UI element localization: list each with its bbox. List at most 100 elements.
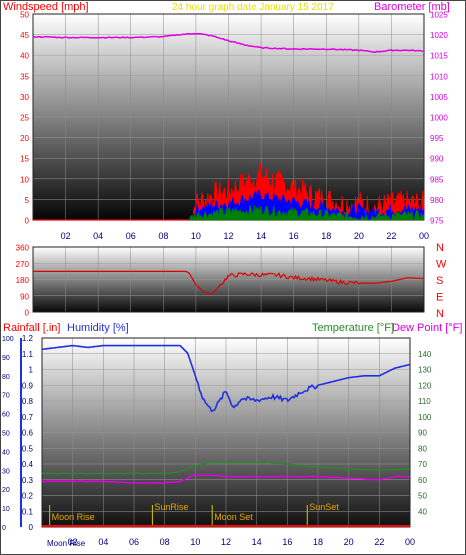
humidity-axis-tick: 100 bbox=[2, 336, 14, 343]
rain-axis-tick: 0.6 bbox=[22, 429, 34, 438]
moon-rise-bottom-label: Moon Rise bbox=[47, 539, 86, 548]
temperature-axis-tick: 100 bbox=[418, 413, 432, 422]
temperature-axis-tick: 110 bbox=[418, 397, 431, 406]
direction-axis-tick: 360 bbox=[16, 244, 30, 253]
chart-marks bbox=[32, 32, 425, 527]
barometer-axis-tick: 980 bbox=[430, 196, 444, 205]
wind-axis-tick: 20 bbox=[20, 134, 29, 143]
wind-x-tick: 10 bbox=[191, 231, 201, 241]
wind-x-tick: 16 bbox=[289, 231, 299, 241]
wind-axis-tick: 35 bbox=[20, 72, 29, 81]
humidity-axis-tick: 20 bbox=[2, 487, 10, 494]
humidity-axis-tick: 10 bbox=[2, 506, 10, 513]
rain-x-tick: 14 bbox=[252, 537, 262, 547]
rain-axis-tick: 1.1 bbox=[22, 350, 34, 359]
temperature-title: Temperature [°F] bbox=[312, 322, 394, 334]
graph-date-title: 24 hour graph date January 15 2017 bbox=[172, 2, 334, 13]
chart-labels: 0510152025303540455097598098599099510001… bbox=[2, 1, 462, 548]
direction-line bbox=[33, 270, 423, 295]
humidity-axis-tick: 70 bbox=[2, 393, 10, 400]
wind-x-tick: 14 bbox=[256, 231, 266, 241]
temperature-axis-tick: 90 bbox=[418, 429, 427, 438]
rain-x-tick: 10 bbox=[190, 537, 200, 547]
rain-x-tick: 18 bbox=[313, 537, 323, 547]
barometer-title: Barometer [mb] bbox=[374, 1, 450, 13]
compass-label: N bbox=[436, 242, 444, 254]
event-marker-label: SunRise bbox=[154, 502, 188, 512]
direction-axis-tick: 270 bbox=[16, 260, 30, 269]
humidity-axis-tick: 50 bbox=[2, 431, 10, 438]
wind-x-tick: 22 bbox=[386, 231, 396, 241]
humidity-axis-tick: 80 bbox=[2, 374, 10, 381]
wind-x-tick: 08 bbox=[158, 231, 168, 241]
rain-axis-tick: 1.2 bbox=[22, 334, 34, 343]
rain-x-tick: 12 bbox=[221, 537, 231, 547]
direction-axis-tick: 0 bbox=[25, 309, 30, 318]
barometer-axis-tick: 990 bbox=[430, 155, 444, 164]
barometer-axis-tick: 995 bbox=[430, 134, 444, 143]
humidity-axis-tick: 0 bbox=[2, 525, 6, 532]
temperature-line bbox=[42, 461, 411, 475]
rain-axis-tick: 0.9 bbox=[22, 381, 34, 390]
wind-axis-tick: 45 bbox=[20, 31, 29, 40]
rain-axis-tick: 0.8 bbox=[22, 397, 34, 406]
windspeed-title: Windspeed [mph] bbox=[3, 1, 89, 13]
compass-label: E bbox=[436, 292, 443, 304]
rain-axis-tick: 1 bbox=[29, 366, 34, 375]
temperature-axis-tick: 40 bbox=[418, 507, 427, 516]
rain-x-tick: 08 bbox=[160, 537, 170, 547]
barometer-axis-tick: 1005 bbox=[430, 93, 448, 102]
event-marker-label: Moon Set bbox=[214, 512, 253, 522]
rain-x-tick: 04 bbox=[98, 537, 108, 547]
rain-x-tick: 02 bbox=[68, 537, 78, 547]
dewpoint-title: Dew Point [°F] bbox=[392, 322, 462, 334]
humidity-line bbox=[41, 344, 410, 413]
temperature-axis-tick: 120 bbox=[418, 381, 432, 390]
wind-x-tick: 12 bbox=[223, 231, 233, 241]
barometer-axis-tick: 1000 bbox=[430, 114, 448, 123]
wind-axis-tick: 40 bbox=[20, 52, 29, 61]
event-marker-label: SunSet bbox=[309, 502, 339, 512]
wind-axis-tick: 15 bbox=[20, 155, 29, 164]
barometer-axis-tick: 975 bbox=[430, 217, 444, 226]
wind-x-tick: 20 bbox=[354, 231, 364, 241]
wind-x-tick: 18 bbox=[321, 231, 331, 241]
wind-x-tick: 00 bbox=[419, 231, 429, 241]
compass-label: N bbox=[436, 308, 444, 320]
rain-axis-tick: 0.3 bbox=[22, 476, 34, 485]
wind-axis-tick: 50 bbox=[20, 11, 29, 20]
rain-axis-tick: 0.1 bbox=[22, 507, 34, 516]
temperature-axis-tick: 70 bbox=[418, 460, 427, 469]
wind-axis-tick: 25 bbox=[20, 114, 29, 123]
wind-x-tick: 04 bbox=[93, 231, 103, 241]
rain-x-tick: 06 bbox=[129, 537, 139, 547]
temperature-axis-tick: 80 bbox=[418, 444, 427, 453]
temperature-axis-tick: 130 bbox=[418, 366, 432, 375]
temperature-axis-tick: 140 bbox=[418, 350, 432, 359]
wind-x-tick: 06 bbox=[126, 231, 136, 241]
wind-axis-tick: 0 bbox=[25, 217, 30, 226]
compass-label: W bbox=[436, 259, 447, 271]
direction-axis-tick: 180 bbox=[16, 276, 30, 285]
rain-axis-tick: 0 bbox=[29, 523, 34, 532]
humidity-axis-tick: 40 bbox=[2, 449, 10, 456]
event-marker-label: Moon Rise bbox=[52, 512, 95, 522]
rain-x-tick: 16 bbox=[282, 537, 292, 547]
wind-axis-tick: 5 bbox=[25, 196, 30, 205]
barometer-line bbox=[32, 32, 424, 54]
humidity-title: Humidity [%] bbox=[67, 322, 129, 334]
wind-axis-tick: 30 bbox=[20, 93, 29, 102]
barometer-axis-tick: 985 bbox=[430, 175, 444, 184]
humidity-axis-tick: 30 bbox=[2, 468, 10, 475]
humidity-axis-tick: 90 bbox=[2, 355, 10, 362]
direction-axis-tick: 90 bbox=[20, 292, 29, 301]
rain-axis-tick: 0.7 bbox=[22, 413, 34, 422]
wind-x-tick: 02 bbox=[61, 231, 71, 241]
humidity-axis-tick: 60 bbox=[2, 412, 10, 419]
rain-x-tick: 22 bbox=[374, 537, 384, 547]
rain-x-tick: 00 bbox=[405, 537, 415, 547]
rainfall-title: Rainfall [.in] bbox=[3, 322, 60, 334]
